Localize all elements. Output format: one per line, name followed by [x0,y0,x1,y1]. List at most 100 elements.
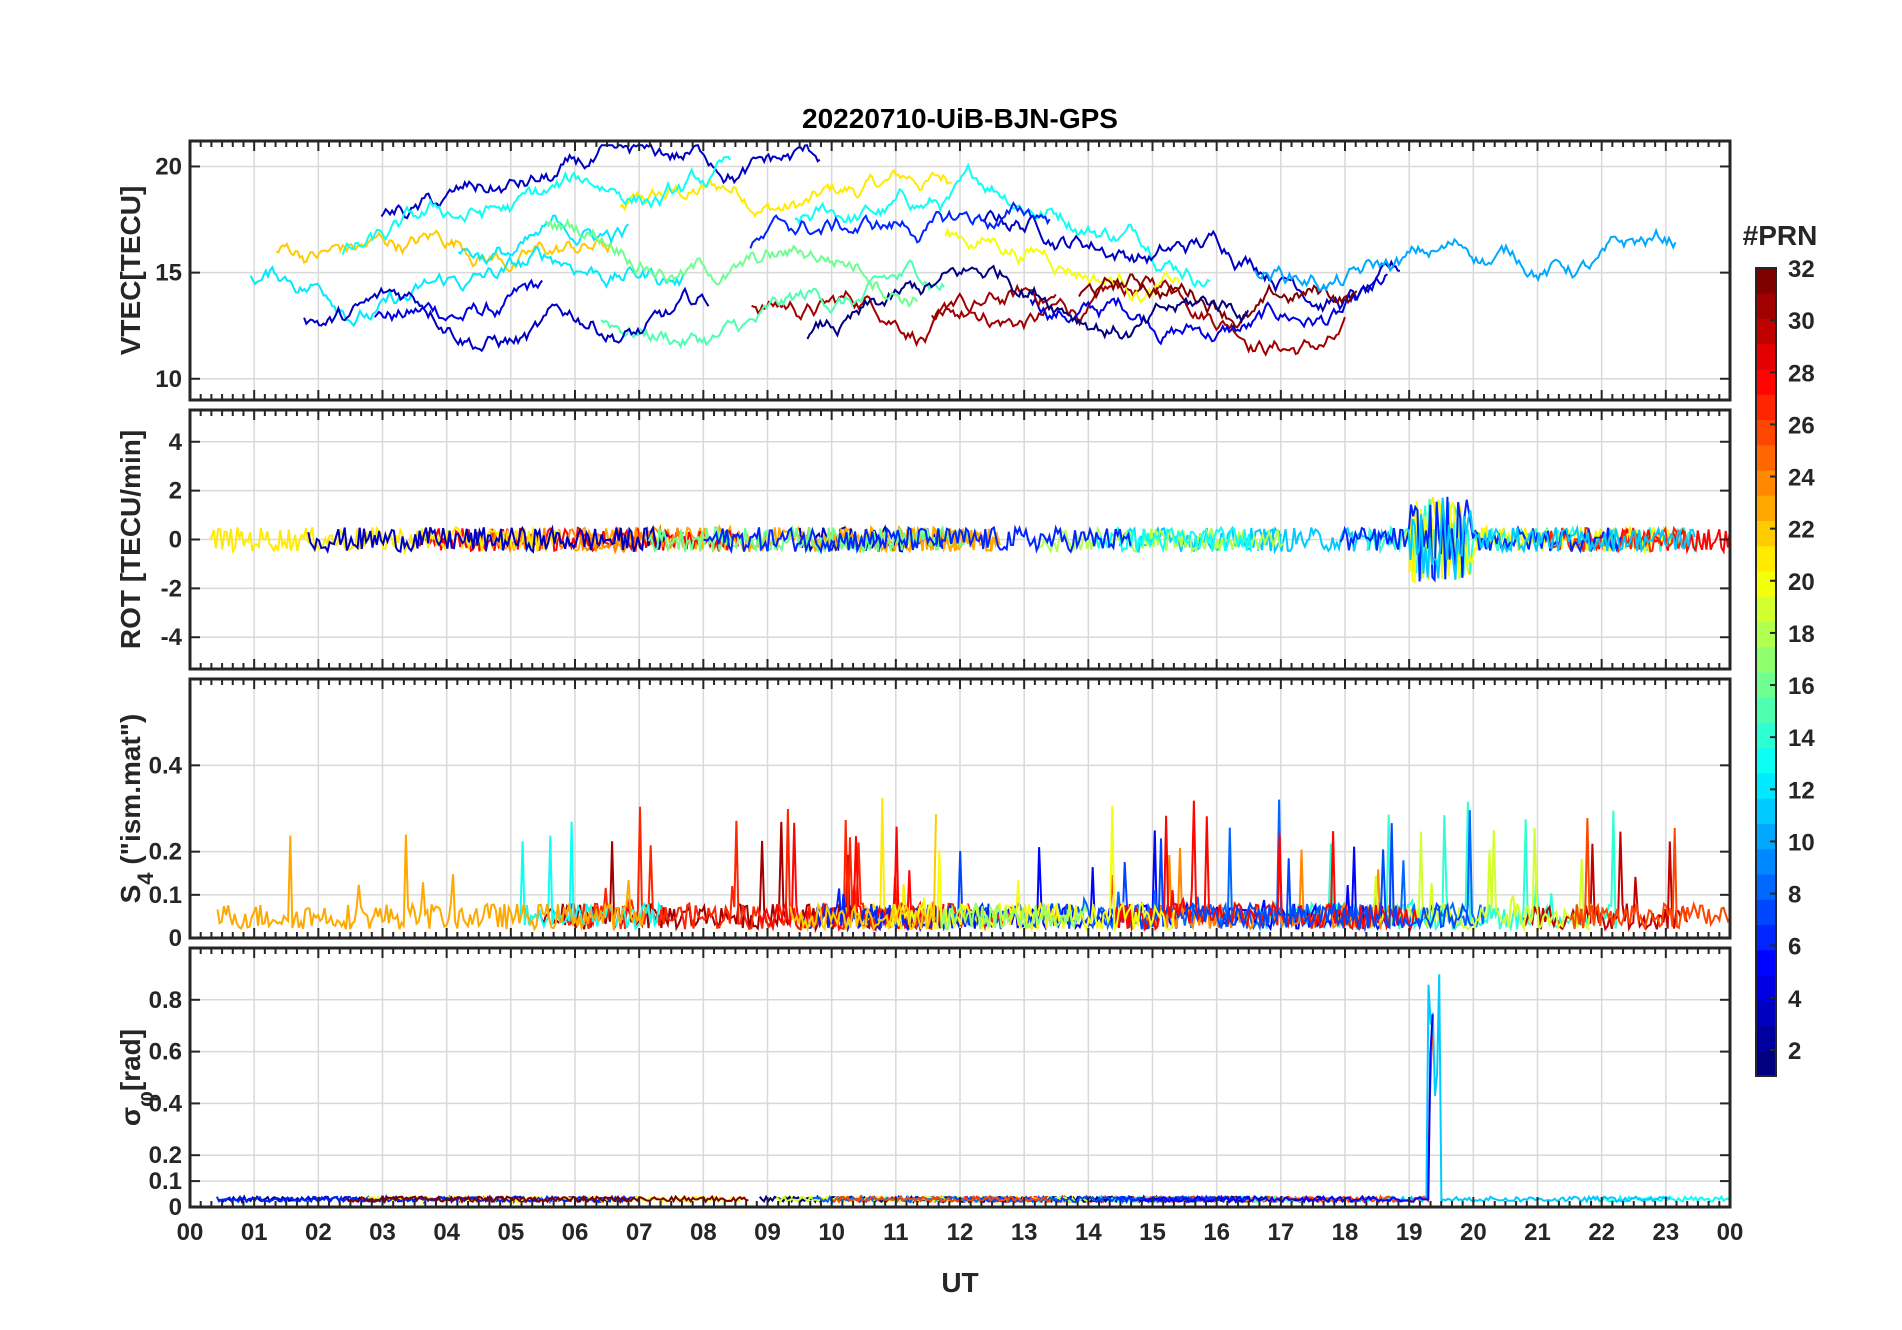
chart-title: 20220710-UiB-BJN-GPS [802,103,1118,134]
series-line-prn [789,814,937,933]
series-line-prn [519,821,663,931]
colorbar-segment [1756,621,1776,648]
series-line-prn [1569,818,1730,931]
colorbar-tick-label: 24 [1788,465,1815,492]
series-line-prn [303,286,710,353]
colorbar-segment [1756,394,1776,420]
colorbar-segment [1756,369,1776,395]
colorbar-segment [1756,975,1776,1001]
x-tick-label: 22 [1588,1219,1615,1246]
colorbar-segment [1756,848,1776,875]
series-group [215,974,1730,1205]
series-line-prn [341,155,732,255]
series-line-prn [1095,525,1253,554]
colorbar-tick-label: 6 [1788,934,1801,961]
colorbar-segment [1756,722,1776,749]
colorbar-tick-label: 28 [1788,360,1815,387]
colorbar-segment [1756,924,1776,951]
panel-3: 0.4 0.2 0.1 0 S4 ("ism.mat") [115,677,1732,952]
colorbar-tick-label: 32 [1788,256,1815,283]
panel-4: 0.8 0.6 0.4 0.20.10 σφ[rad] [115,946,1732,1221]
colorbar-tick-label: 12 [1788,777,1815,804]
y-tick-label: 15 [155,260,182,287]
series-line-prn [216,834,647,932]
colorbar-segment [1756,268,1776,294]
series-line-prn [307,524,669,555]
y-tick-label: 20 [155,153,182,180]
colorbar-segment [1756,520,1776,547]
colorbar-segment [1756,419,1776,446]
series-line-prn [703,524,1132,555]
y-tick-label: 0.2 [149,1142,182,1169]
y-axis-label: S4 ("ism.mat") [115,714,158,904]
colorbar-tick-label: 22 [1788,517,1815,544]
y-tick-label: 2 [169,478,182,505]
colorbar-segment [1756,545,1776,572]
series-line-prn [1184,823,1474,931]
series-line-prn [457,214,630,266]
series-group [216,797,1730,934]
x-tick-label: 07 [626,1219,653,1246]
x-tick-label: 15 [1139,1219,1166,1246]
colorbar-segment [1756,1025,1776,1052]
x-tick-label: 12 [947,1219,974,1246]
series-line-prn [373,278,543,323]
colorbar-tick-label: 18 [1788,621,1815,648]
x-tick-label: 16 [1203,1219,1230,1246]
colorbar-segment [1756,874,1776,900]
colorbar-segment [1756,672,1776,698]
x-tick-label: 03 [369,1219,396,1246]
series-line-prn [806,264,1249,340]
panel-2: 4 2 0 -2 -4 ROT [TECU/min] [115,408,1732,671]
x-tick-label: 18 [1332,1219,1359,1246]
colorbar-segment [1756,444,1776,471]
x-tick-label: 08 [690,1219,717,1246]
series-line-prn [647,524,970,555]
y-axis-label: σφ[rad] [115,1029,158,1126]
colorbar-segment [1756,293,1776,319]
y-tick-label: 0.8 [149,987,182,1014]
series-line-prn [1029,273,1388,346]
y-tick-label: 0 [169,1194,182,1221]
series-line-prn [832,1194,1052,1204]
colorbar-segment [1756,596,1776,622]
x-tick-label: 23 [1652,1219,1679,1246]
colorbar-segment [1756,949,1776,976]
series-line-prn [600,259,946,349]
colorbar-segment [1756,899,1776,925]
series-line-prn [931,275,1346,357]
colorbar-segment [1756,318,1776,345]
y-tick-label: 0.4 [149,752,183,779]
series-line-prn [209,525,560,556]
x-tick-label: 21 [1524,1219,1551,1246]
x-tick-label: 14 [1075,1219,1102,1246]
series-line-prn [1140,1014,1434,1204]
x-tick-label: 11 [883,1219,908,1246]
colorbar-segment [1756,1000,1776,1026]
colorbar-tick-label: 8 [1788,882,1801,909]
colorbar-segment [1756,571,1776,597]
y-tick-label: -2 [161,575,182,602]
x-tick-label: 00 [177,1219,204,1246]
x-tick-label: 01 [241,1219,268,1246]
colorbar-tick-label: 14 [1788,725,1815,752]
y-tick-label: 0.1 [149,882,182,909]
y-tick-label: -4 [161,624,183,651]
series-line-prn [885,805,1176,933]
x-tick-label: 17 [1267,1219,1294,1246]
colorbar-segment [1756,1050,1776,1077]
x-tick-label: 19 [1396,1219,1423,1246]
series-line-prn [812,1194,1063,1204]
series-line-prn [619,168,953,219]
colorbar-segment [1756,773,1776,799]
y-tick-label: 4 [169,429,183,456]
colorbar-tick-label: 26 [1788,412,1815,439]
colorbar-tick-label: 16 [1788,673,1815,700]
colorbar-tick-label: 10 [1788,829,1815,856]
colorbar-segment [1756,343,1776,370]
y-tick-label: 0 [169,527,182,554]
x-tick-label: 06 [562,1219,589,1246]
x-axis-label: UT [941,1267,978,1298]
colorbar: 32 30 28 26 24 22 20 18 16 14 12 10 8 6 4 2 #PRN [1743,220,1817,1077]
